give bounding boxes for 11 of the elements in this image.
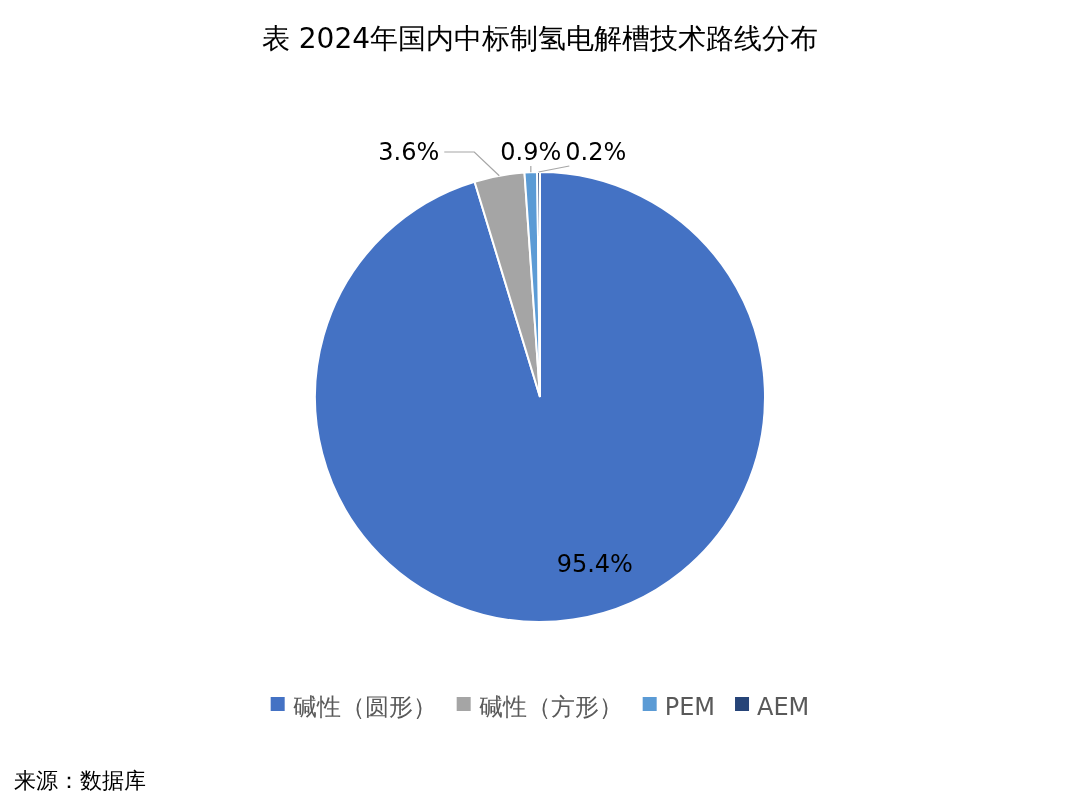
legend-label: 碱性（圆形） (292, 692, 437, 721)
source-note: 来源：数据库 (14, 768, 146, 793)
data-label: 0.2% (565, 138, 627, 166)
chart-title: 表 2024年国内中标制氢电解槽技术路线分布 (261, 22, 819, 55)
pie-slice (314, 171, 766, 623)
data-label: 3.6% (378, 138, 440, 166)
legend-label: AEM (757, 692, 810, 721)
legend-label: PEM (664, 692, 716, 721)
data-label: 0.9% (500, 138, 562, 166)
data-label: 95.4% (556, 549, 633, 578)
legend-label: 碱性（方形） (478, 692, 623, 721)
